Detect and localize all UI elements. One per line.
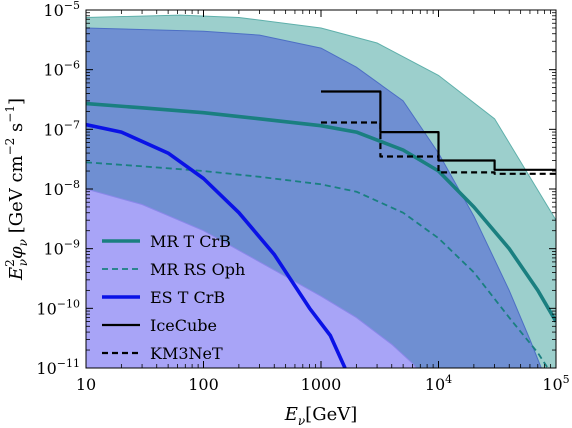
series-layer xyxy=(86,90,556,368)
x-tick-label: 104 xyxy=(425,373,452,394)
y-tick-label: 10−7 xyxy=(43,118,80,139)
y-tick-label: 10−9 xyxy=(43,238,80,259)
y-tick-label: 10−5 xyxy=(43,0,80,20)
series-line-icecube xyxy=(321,90,556,171)
x-tick-label: 1000 xyxy=(301,375,342,394)
tick-layer: 10 100 1000 104 105 10−11 10−10 10−9 10−8 10−7 10−… xyxy=(36,0,569,394)
y-tick-label: 10−6 xyxy=(43,59,80,80)
y-tick-label: 10−10 xyxy=(36,297,80,318)
plot-frame xyxy=(85,9,557,369)
series-line-mr-rs-oph xyxy=(86,161,549,368)
y-tick-label: 10−8 xyxy=(43,178,80,199)
y-tick-label: 10−11 xyxy=(36,357,80,378)
legend-label-es-t-crb: ES T CrB xyxy=(150,288,225,307)
y-axis-label: E2νφν [GeV cm−2 s−1] xyxy=(3,98,30,281)
series-line-km3net xyxy=(321,121,556,175)
legend-label-icecube: IceCube xyxy=(150,316,217,335)
legend: MR T CrB MR RS Oph ES T CrB IceCube KM3NeT xyxy=(102,232,245,363)
legend-label-mr-t-crb: MR T CrB xyxy=(150,232,231,251)
series-line-es-t-crb xyxy=(86,122,347,368)
legend-label-mr-rs-oph: MR RS Oph xyxy=(150,260,245,279)
x-tick-label: 100 xyxy=(188,375,219,394)
uncertainty-band-3 xyxy=(86,188,418,368)
legend-label-km3net: KM3NeT xyxy=(150,344,223,363)
x-tick-label: 105 xyxy=(542,373,569,394)
x-tick-label: 10 xyxy=(76,375,96,394)
series-line-mr-t-crb xyxy=(86,101,556,323)
x-axis-label: Eν[GeV] xyxy=(284,404,358,428)
